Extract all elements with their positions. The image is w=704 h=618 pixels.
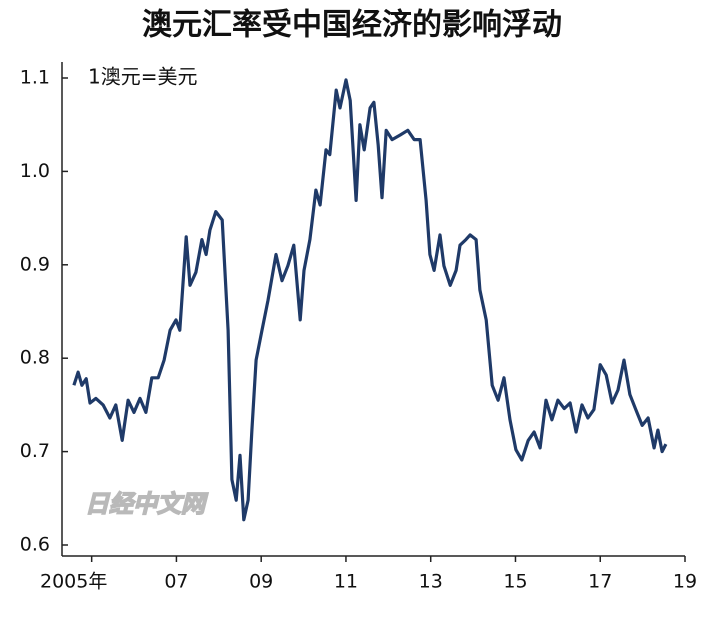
x-tick-label: 13 xyxy=(419,571,443,593)
x-tick-label: 19 xyxy=(673,571,697,593)
y-tick-label: 0.8 xyxy=(20,347,50,369)
y-tick-label: 0.7 xyxy=(20,440,50,462)
watermark: 日经中文网 xyxy=(85,490,209,518)
chart-title: 澳元汇率受中国经济的影响浮动 xyxy=(142,8,562,43)
data-line xyxy=(72,78,668,522)
x-tick-label: 07 xyxy=(164,571,188,593)
y-tick-label: 0.9 xyxy=(20,253,50,275)
y-tick-label: 1.1 xyxy=(20,67,50,89)
y-tick-label: 1.0 xyxy=(20,160,50,182)
x-tick-label: 15 xyxy=(503,571,527,593)
x-tick-label: 17 xyxy=(588,571,612,593)
chart-subtitle: 1澳元=美元 xyxy=(88,65,197,89)
x-tick-label: 11 xyxy=(334,571,358,593)
y-tick-label: 0.6 xyxy=(20,534,50,556)
x-tick-label: 09 xyxy=(249,571,273,593)
x-tick-label: 2005年 xyxy=(40,571,107,593)
